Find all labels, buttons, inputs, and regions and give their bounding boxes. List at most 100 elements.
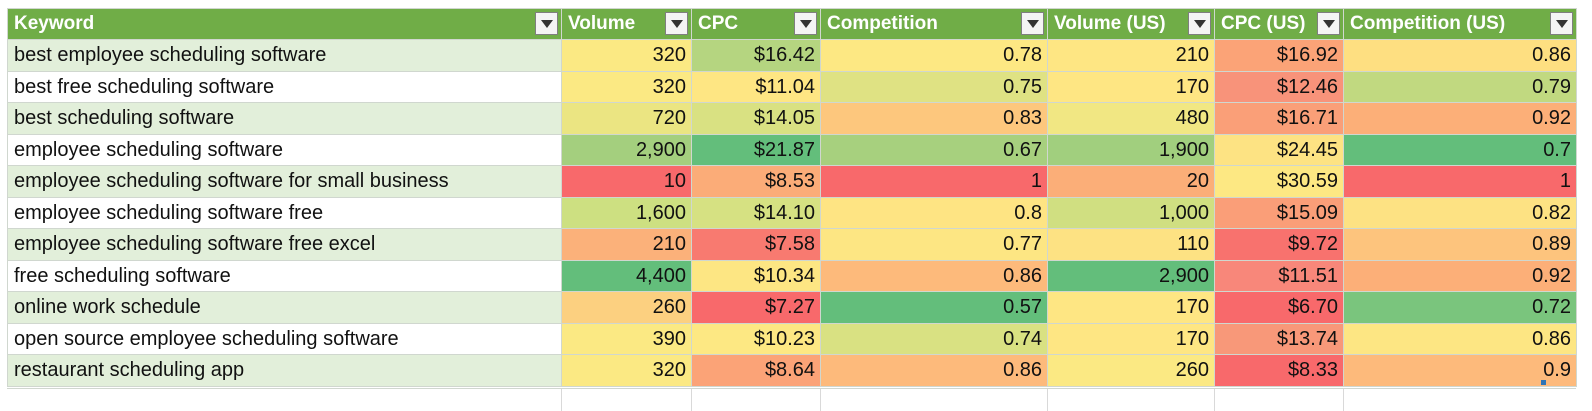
value-cell[interactable]: 10 — [561, 165, 692, 198]
value-cell[interactable]: 0.9 — [1343, 354, 1577, 387]
dropdown-filter-icon[interactable] — [1188, 12, 1211, 35]
value-cell[interactable]: 0.86 — [820, 354, 1048, 387]
keyword-cell[interactable]: employee scheduling software free excel — [7, 228, 562, 261]
value-cell[interactable]: $14.10 — [691, 196, 821, 229]
value-cell[interactable]: 110 — [1047, 228, 1215, 261]
value-cell[interactable]: $8.33 — [1214, 354, 1344, 387]
value-cell[interactable]: 210 — [561, 228, 692, 261]
value-cell[interactable]: 320 — [561, 354, 692, 387]
value-cell[interactable]: $8.64 — [691, 354, 821, 387]
keyword-cell[interactable]: best scheduling software — [7, 102, 562, 135]
value-cell[interactable]: $11.04 — [691, 70, 821, 103]
value-cell[interactable]: 0.79 — [1343, 70, 1577, 103]
value-cell[interactable]: 4,400 — [561, 259, 692, 292]
keyword-cell[interactable]: best employee scheduling software — [7, 39, 562, 72]
value-cell[interactable]: $24.45 — [1214, 133, 1344, 166]
value-cell[interactable]: 0.78 — [820, 39, 1048, 72]
keyword-cell[interactable]: restaurant scheduling app — [7, 354, 562, 387]
value-cell[interactable]: $12.46 — [1214, 70, 1344, 103]
column-header-6[interactable]: Competition (US) — [1343, 8, 1577, 40]
value-cell[interactable]: 390 — [561, 322, 692, 355]
value-cell[interactable]: $16.42 — [691, 39, 821, 72]
dropdown-filter-icon[interactable] — [794, 12, 817, 35]
value-cell[interactable]: $11.51 — [1214, 259, 1344, 292]
value-cell[interactable]: $9.72 — [1214, 228, 1344, 261]
column-header-1[interactable]: Volume — [561, 8, 692, 40]
value-cell[interactable]: 0.7 — [1343, 133, 1577, 166]
value-cell[interactable]: 20 — [1047, 165, 1215, 198]
dropdown-filter-icon[interactable] — [665, 12, 688, 35]
value-cell[interactable]: 1,900 — [1047, 133, 1215, 166]
dropdown-filter-icon[interactable] — [535, 12, 558, 35]
value-cell[interactable]: 0.92 — [1343, 102, 1577, 135]
value-cell[interactable]: 0.77 — [820, 228, 1048, 261]
chevron-down-icon — [540, 19, 553, 28]
keyword-cell[interactable]: employee scheduling software free — [7, 196, 562, 229]
value-cell[interactable]: $16.71 — [1214, 102, 1344, 135]
value-cell[interactable]: $30.59 — [1214, 165, 1344, 198]
value-cell[interactable]: 210 — [1047, 39, 1215, 72]
value-cell[interactable]: $8.53 — [691, 165, 821, 198]
column-header-2[interactable]: CPC — [691, 8, 821, 40]
value-cell[interactable]: 1,600 — [561, 196, 692, 229]
value-cell[interactable]: 170 — [1047, 291, 1215, 324]
value-cell[interactable]: 170 — [1047, 70, 1215, 103]
value-cell[interactable]: 0.92 — [1343, 259, 1577, 292]
value-cell[interactable]: $16.92 — [1214, 39, 1344, 72]
value-cell[interactable]: 1 — [820, 165, 1048, 198]
value-cell[interactable]: 0.67 — [820, 133, 1048, 166]
value-cell[interactable]: 0.74 — [820, 322, 1048, 355]
value-cell[interactable]: 0.57 — [820, 291, 1048, 324]
column-header-5[interactable]: CPC (US) — [1214, 8, 1344, 40]
value-cell[interactable]: 0.83 — [820, 102, 1048, 135]
column-header-label: CPC — [698, 13, 739, 34]
chevron-down-icon — [670, 19, 683, 28]
value-cell[interactable]: $14.05 — [691, 102, 821, 135]
dropdown-filter-icon[interactable] — [1550, 12, 1573, 35]
column-header-0[interactable]: Keyword — [7, 8, 562, 40]
value-cell[interactable]: $7.58 — [691, 228, 821, 261]
dropdown-filter-icon[interactable] — [1021, 12, 1044, 35]
value-cell[interactable]: $13.74 — [1214, 322, 1344, 355]
keyword-cell[interactable]: online work schedule — [7, 291, 562, 324]
value-cell[interactable]: 260 — [1047, 354, 1215, 387]
keyword-cell[interactable]: employee scheduling software for small b… — [7, 165, 562, 198]
value-cell[interactable]: 260 — [561, 291, 692, 324]
value-cell[interactable]: 2,900 — [561, 133, 692, 166]
value-cell[interactable]: 2,900 — [1047, 259, 1215, 292]
keyword-cell[interactable]: employee scheduling software — [7, 133, 562, 166]
value-cell[interactable]: 320 — [561, 70, 692, 103]
fill-handle[interactable] — [1541, 380, 1546, 385]
table-row: best free scheduling software 320 $11.04 0.… — [7, 70, 1577, 103]
value-cell[interactable]: 1 — [1343, 165, 1577, 198]
value-cell[interactable]: $7.27 — [691, 291, 821, 324]
value-cell[interactable]: $10.23 — [691, 322, 821, 355]
keyword-cell[interactable]: open source employee scheduling software — [7, 322, 562, 355]
value-cell[interactable]: 0.86 — [1343, 39, 1577, 72]
value-cell[interactable]: $21.87 — [691, 133, 821, 166]
value-cell[interactable]: 720 — [561, 102, 692, 135]
value-cell[interactable]: 0.89 — [1343, 228, 1577, 261]
value-cell[interactable]: $15.09 — [1214, 196, 1344, 229]
value-cell[interactable]: 0.86 — [820, 259, 1048, 292]
value-cell[interactable]: 0.72 — [1343, 291, 1577, 324]
keyword-cell[interactable]: free scheduling software — [7, 259, 562, 292]
table-row: online work schedule 260 $7.27 0.57 170 $6.70… — [7, 291, 1577, 324]
keyword-cell[interactable]: best free scheduling software — [7, 70, 562, 103]
value-cell[interactable]: $10.34 — [691, 259, 821, 292]
value-cell[interactable]: 0.8 — [820, 196, 1048, 229]
dropdown-filter-icon[interactable] — [1317, 12, 1340, 35]
value-cell[interactable]: 170 — [1047, 322, 1215, 355]
value-cell[interactable]: 0.82 — [1343, 196, 1577, 229]
table-row: employee scheduling software for small b… — [7, 165, 1577, 198]
value-cell[interactable]: 0.86 — [1343, 322, 1577, 355]
column-header-4[interactable]: Volume (US) — [1047, 8, 1215, 40]
value-cell[interactable]: 320 — [561, 39, 692, 72]
value-cell[interactable]: 0.75 — [820, 70, 1048, 103]
chevron-down-icon — [1193, 19, 1206, 28]
value-cell[interactable]: 1,000 — [1047, 196, 1215, 229]
value-cell[interactable]: $6.70 — [1214, 291, 1344, 324]
column-header-label: Volume — [568, 13, 636, 34]
value-cell[interactable]: 480 — [1047, 102, 1215, 135]
column-header-3[interactable]: Competition — [820, 8, 1048, 40]
